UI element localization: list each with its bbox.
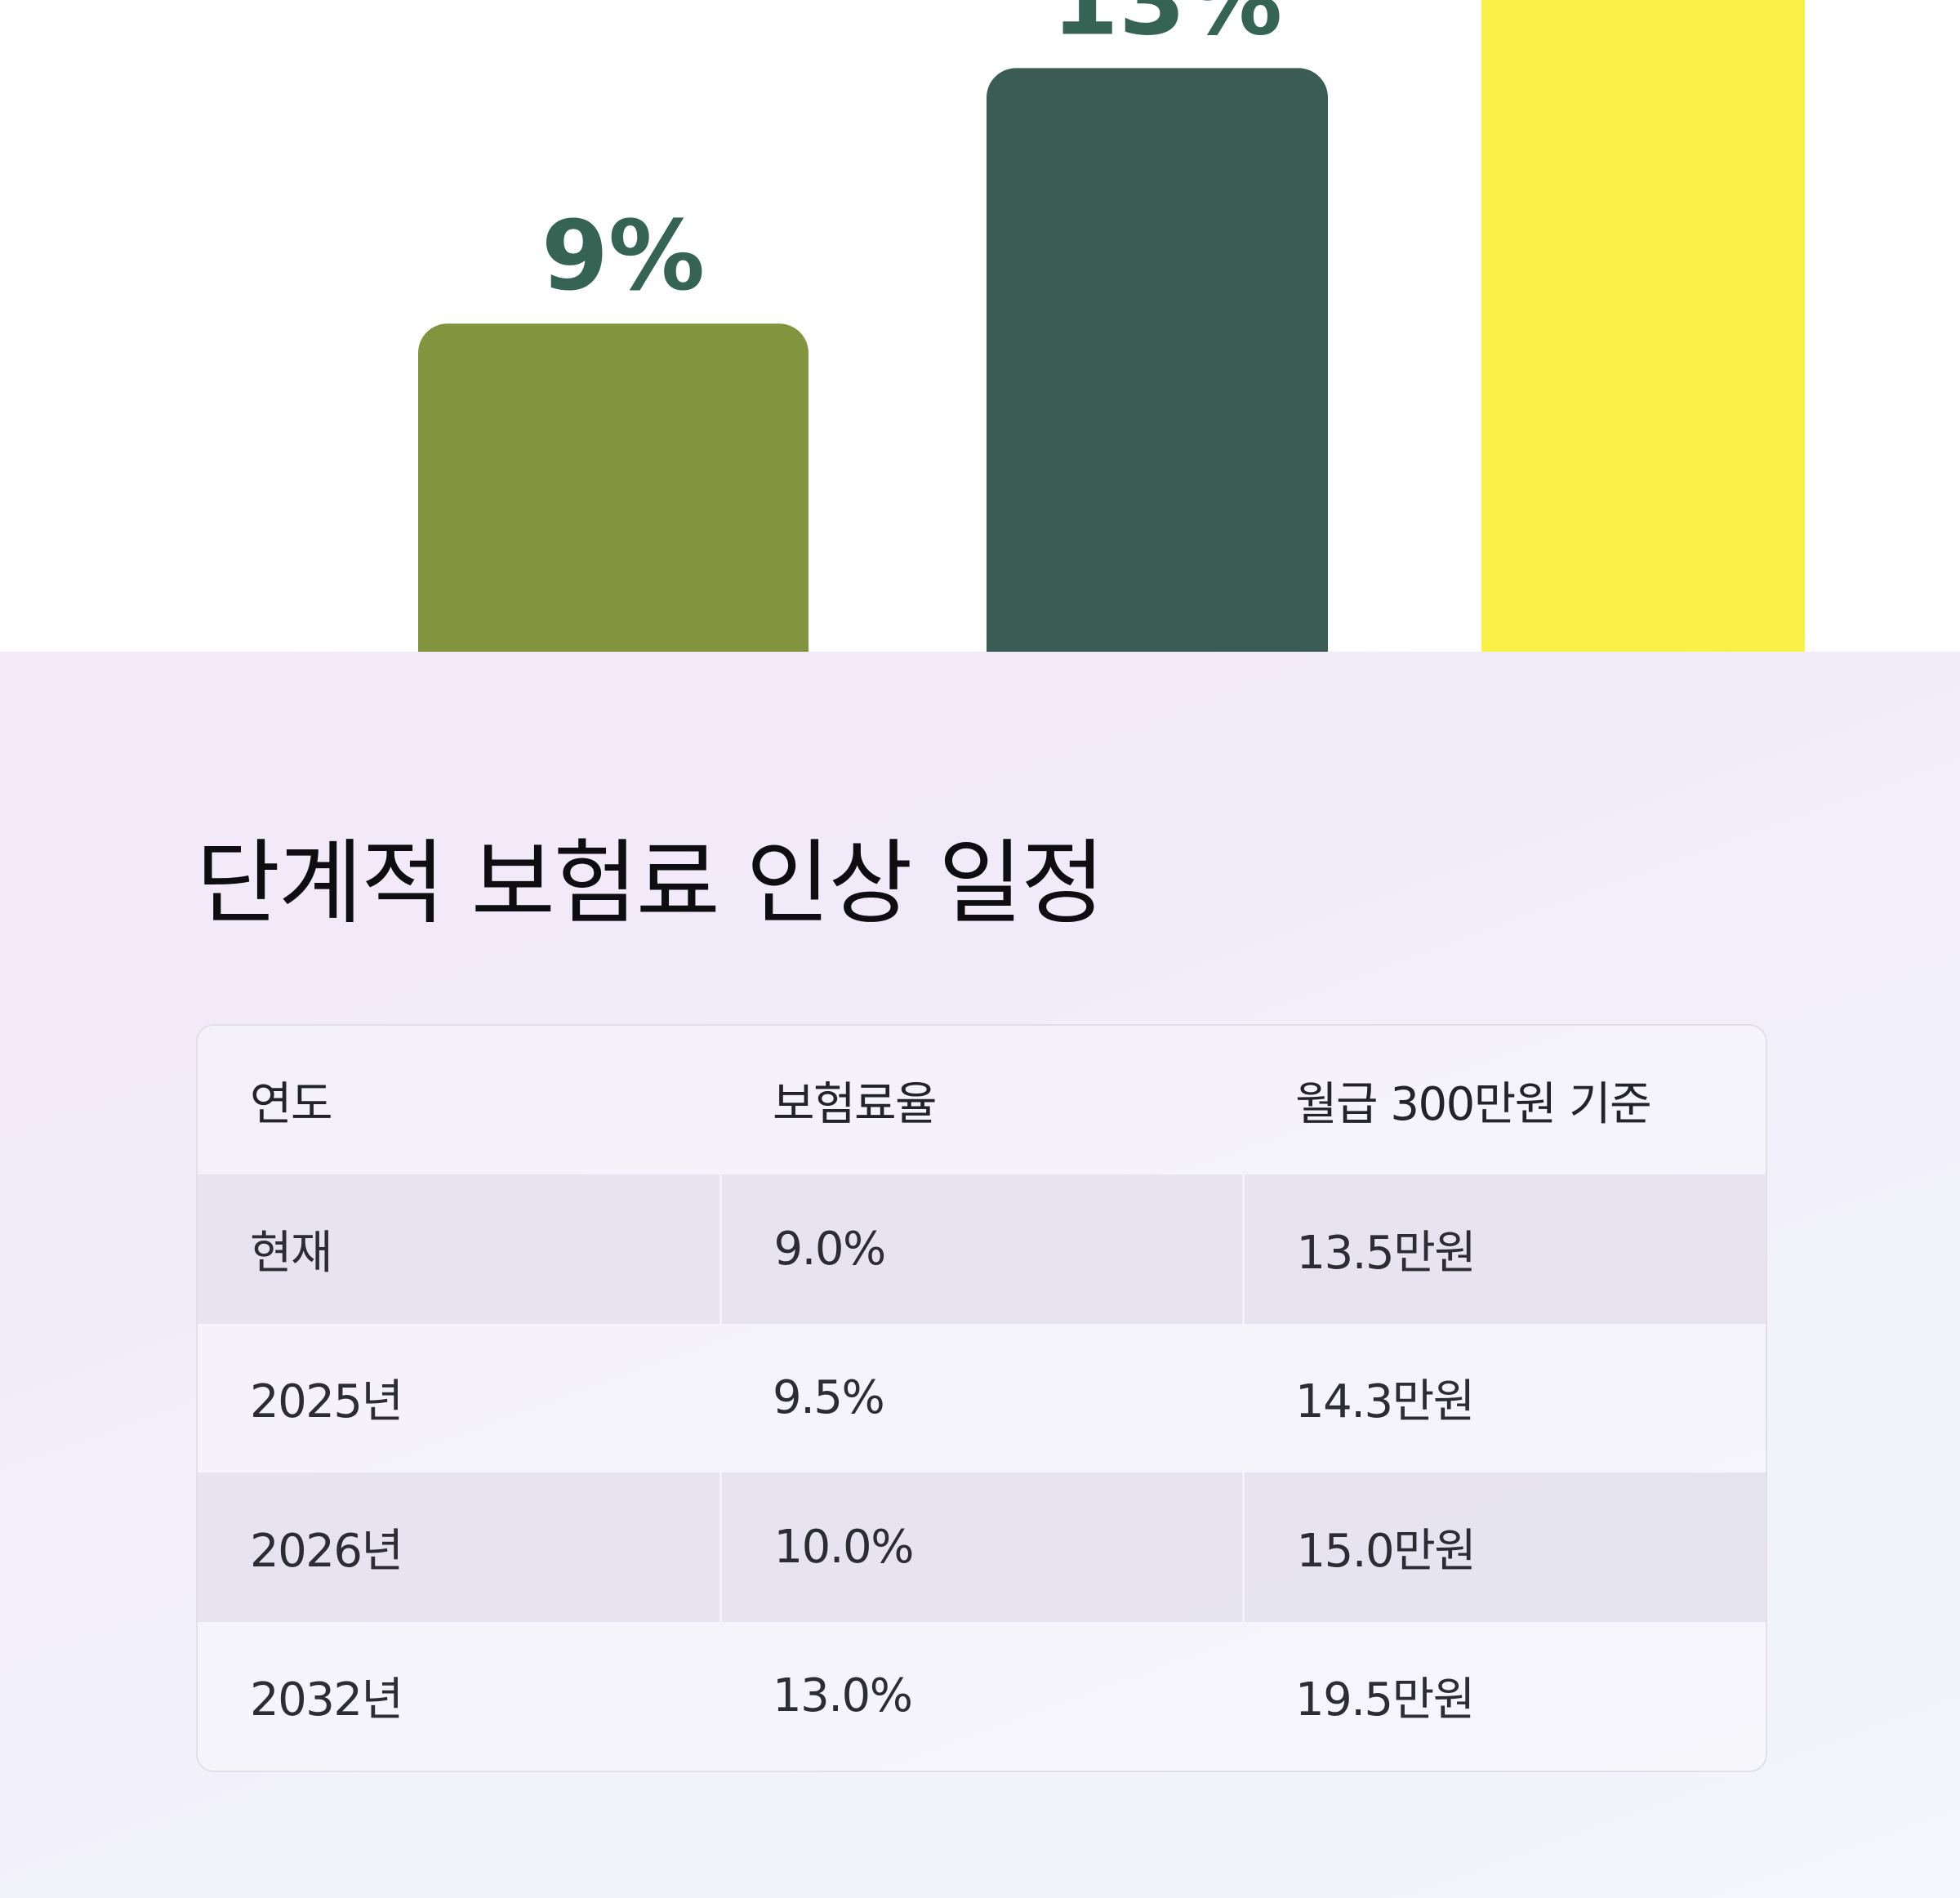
schedule-table: 연도 보험료율 월급 300만원 기준 현재 9.0% 13.5만원 2025년… [198, 1026, 1766, 1771]
section-title: 단계적 보험료 인상 일정 [196, 831, 1105, 937]
bar-2 [987, 68, 1328, 652]
cell-rate: 13.0% [773, 1669, 913, 1723]
table-header-row: 연도 보험료율 월급 300만원 기준 [198, 1026, 1766, 1174]
cell-rate: 10.0% [719, 1473, 1243, 1622]
cell-rate: 9.5% [773, 1371, 885, 1425]
bar-label-1: 9% [541, 199, 705, 312]
cell-year: 2032년 [250, 1673, 403, 1727]
cell-amount: 19.5만원 [1295, 1673, 1475, 1727]
header-rate: 보험료율 [773, 1077, 938, 1131]
cell-year: 현재 [198, 1174, 720, 1324]
table-row: 2026년 10.0% 15.0만원 [198, 1473, 1766, 1622]
cell-amount: 15.0만원 [1241, 1473, 1766, 1622]
bar-1 [418, 323, 808, 652]
cell-year: 2025년 [250, 1375, 403, 1429]
bar-3 [1481, 0, 1805, 652]
cell-year: 2026년 [198, 1473, 720, 1622]
schedule-section: 단계적 보험료 인상 일정 연도 보험료율 월급 300만원 기준 현재 9.0… [0, 652, 1960, 1898]
bar-label-2: 13% [1052, 0, 1282, 56]
table-row: 2032년 13.0% 19.5만원 [198, 1622, 1766, 1771]
bar-chart: 9%13%13% [0, 0, 1960, 652]
cell-rate: 9.0% [719, 1174, 1243, 1324]
table-row: 2025년 9.5% 14.3만원 [198, 1324, 1766, 1473]
header-monthly-amount: 월급 300만원 기준 [1295, 1077, 1652, 1131]
bar-chart-canvas: 9%13%13% [418, 0, 1805, 652]
header-year: 연도 [250, 1077, 333, 1131]
table-row: 현재 9.0% 13.5만원 [198, 1174, 1766, 1324]
schedule-table-card: 연도 보험료율 월급 300만원 기준 현재 9.0% 13.5만원 2025년… [196, 1024, 1767, 1772]
cell-amount: 14.3만원 [1295, 1375, 1475, 1429]
cell-amount: 13.5만원 [1241, 1174, 1766, 1324]
